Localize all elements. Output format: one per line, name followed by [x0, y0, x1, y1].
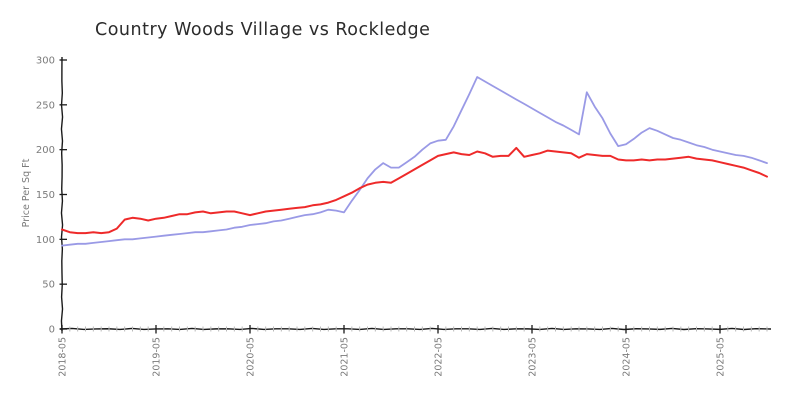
series-line-rockledge [61, 76, 768, 247]
y-tick-label: 200 [36, 145, 55, 156]
y-tick-label: 250 [36, 100, 55, 111]
x-tick-label: 2025-05 [715, 337, 726, 377]
x-tick-label: 2024-05 [621, 337, 632, 377]
y-tick-label: 0 [49, 325, 55, 336]
chart-title: Country Woods Village vs Rockledge [95, 20, 431, 40]
x-axis-spine [59, 327, 772, 331]
y-tick-label: 300 [36, 55, 55, 66]
y-tick-label: 150 [36, 190, 55, 201]
x-tick-label: 2018-05 [58, 337, 69, 377]
y-axis-label: Price Per Sq Ft [21, 158, 32, 227]
y-tick-label: 100 [36, 235, 55, 246]
y-tick-label: 50 [42, 280, 55, 291]
x-tick-label: 2019-05 [151, 337, 162, 377]
x-tick-label: 2021-05 [339, 337, 350, 377]
series-line-country-woods-village [61, 146, 768, 235]
x-tick-label: 2023-05 [527, 337, 538, 377]
x-tick-label: 2020-05 [245, 337, 256, 377]
x-tick-label: 2022-05 [433, 337, 444, 377]
